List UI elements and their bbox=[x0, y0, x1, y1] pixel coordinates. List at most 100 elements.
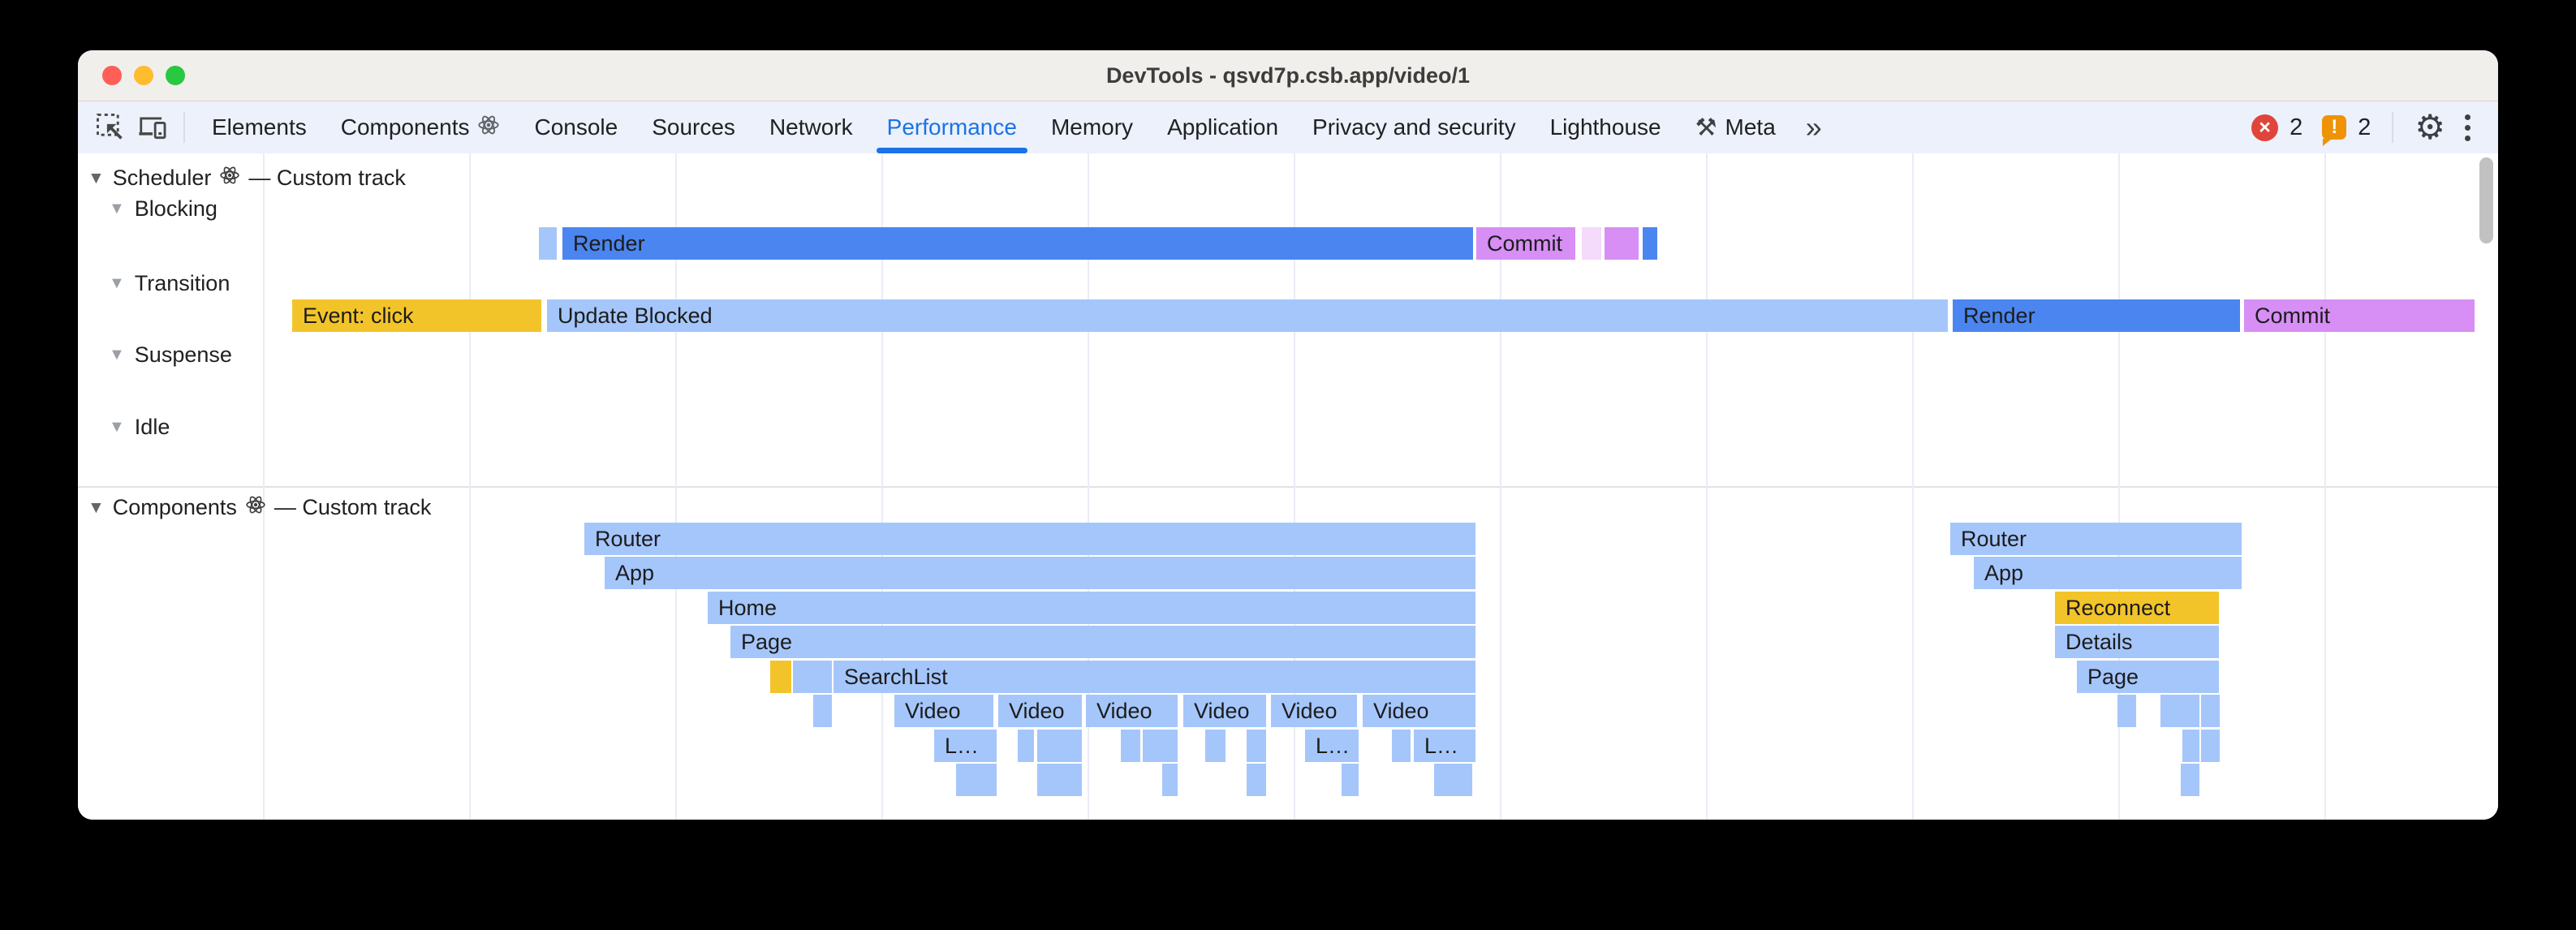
tab-components[interactable]: Components bbox=[324, 101, 518, 153]
flame-bar-segment[interactable] bbox=[770, 661, 791, 693]
flame-bar-router[interactable]: Router bbox=[584, 523, 1475, 555]
flame-bar-render[interactable]: Render bbox=[562, 227, 1473, 260]
flame-bar-page[interactable]: Page bbox=[2077, 661, 2219, 693]
flame-bar-segment[interactable] bbox=[813, 695, 832, 727]
flame-bar-segment[interactable] bbox=[1605, 227, 1639, 260]
track-header-components[interactable]: ▼ Components — Custom track bbox=[88, 494, 431, 521]
console-errors-icon[interactable]: × bbox=[2251, 114, 2279, 141]
lane-blocking[interactable]: ▼ Blocking bbox=[109, 196, 218, 222]
flame-bar-app[interactable]: App bbox=[1974, 557, 2242, 589]
flame-bar-segment[interactable] bbox=[1247, 730, 1266, 762]
flame-bar-segment[interactable] bbox=[1392, 730, 1411, 762]
vertical-scrollbar-thumb[interactable] bbox=[2479, 157, 2493, 243]
flame-bar-video[interactable]: Video bbox=[1271, 695, 1357, 727]
performance-flamechart[interactable]: ▼ Scheduler — Custom track ▼ Components bbox=[78, 153, 2498, 820]
flame-bar-segment[interactable] bbox=[1037, 730, 1082, 762]
gridline bbox=[675, 153, 677, 820]
disclosure-triangle-icon[interactable]: ▼ bbox=[109, 418, 125, 436]
flame-bar-searchlist[interactable]: SearchList bbox=[834, 661, 1475, 693]
settings-gear-icon[interactable]: ⚙ bbox=[2414, 108, 2445, 146]
lane-idle[interactable]: ▼ Idle bbox=[109, 415, 170, 440]
flame-bar-l[interactable]: L… bbox=[1414, 730, 1475, 762]
flame-bar-details[interactable]: Details bbox=[2055, 626, 2219, 658]
flame-bar-segment[interactable] bbox=[1205, 730, 1226, 762]
tab-network[interactable]: Network bbox=[752, 101, 870, 153]
flame-bar-segment[interactable] bbox=[1247, 764, 1266, 796]
tab-sources[interactable]: Sources bbox=[635, 101, 752, 153]
tab-label: Elements bbox=[212, 114, 307, 140]
more-options-menu-icon[interactable] bbox=[2457, 114, 2479, 141]
tab-performance[interactable]: Performance bbox=[870, 101, 1034, 153]
tab-memory[interactable]: Memory bbox=[1034, 101, 1150, 153]
flame-bar-segment[interactable] bbox=[2181, 764, 2199, 796]
flame-bar-segment[interactable] bbox=[1037, 764, 1082, 796]
flame-bar-segment[interactable] bbox=[2201, 695, 2220, 727]
flame-bar-segment[interactable] bbox=[2160, 695, 2199, 727]
tab-application[interactable]: Application bbox=[1150, 101, 1295, 153]
more-tabs-chevron-icon[interactable]: » bbox=[1805, 110, 1822, 144]
toolbar-divider bbox=[183, 112, 185, 143]
flame-bar-video[interactable]: Video bbox=[894, 695, 993, 727]
disclosure-triangle-icon[interactable]: ▼ bbox=[88, 168, 105, 187]
gridline bbox=[1706, 153, 1708, 820]
flame-bar-segment[interactable] bbox=[2201, 730, 2220, 762]
flame-bar-video[interactable]: Video bbox=[1363, 695, 1475, 727]
zoom-window-button[interactable] bbox=[166, 66, 185, 85]
minimize-window-button[interactable] bbox=[134, 66, 153, 85]
tab-label: Privacy and security bbox=[1312, 114, 1516, 140]
flame-bar-video[interactable]: Video bbox=[1183, 695, 1266, 727]
tab-console[interactable]: Console bbox=[517, 101, 635, 153]
flame-bar-home[interactable]: Home bbox=[708, 592, 1475, 624]
flame-bar-segment[interactable] bbox=[1342, 764, 1359, 796]
flame-bar-commit[interactable]: Commit bbox=[1476, 227, 1575, 260]
track-suffix: — Custom track bbox=[274, 495, 432, 519]
flame-bar-video[interactable]: Video bbox=[1086, 695, 1178, 727]
inspect-element-icon[interactable] bbox=[93, 110, 128, 145]
flame-bar-event-click[interactable]: Event: click bbox=[292, 299, 541, 332]
flame-bar-segment[interactable] bbox=[2182, 730, 2199, 762]
gridline bbox=[1912, 153, 1914, 820]
disclosure-triangle-icon[interactable]: ▼ bbox=[109, 346, 125, 364]
console-errors-count[interactable]: 2 bbox=[2290, 114, 2303, 140]
flame-bar-segment[interactable] bbox=[1434, 764, 1472, 796]
flame-bar-l[interactable]: L… bbox=[934, 730, 997, 762]
flame-bar-router[interactable]: Router bbox=[1950, 523, 2242, 555]
console-warnings-count[interactable]: 2 bbox=[2358, 114, 2371, 140]
window-titlebar: DevTools - qsvd7p.csb.app/video/1 bbox=[78, 50, 2498, 101]
device-toolbar-icon[interactable] bbox=[135, 110, 170, 145]
tab-label: Memory bbox=[1050, 114, 1134, 140]
lane-transition[interactable]: ▼ Transition bbox=[109, 271, 230, 296]
flame-bar-segment[interactable] bbox=[1643, 227, 1657, 260]
close-window-button[interactable] bbox=[102, 66, 122, 85]
flame-bar-update-blocked[interactable]: Update Blocked bbox=[547, 299, 1948, 332]
tab-label: Meta bbox=[1725, 114, 1776, 140]
flame-bar-segment[interactable] bbox=[956, 764, 997, 796]
gridline bbox=[469, 153, 471, 820]
track-title: Scheduler bbox=[112, 166, 212, 190]
flame-bar-commit[interactable]: Commit bbox=[2244, 299, 2475, 332]
console-warnings-icon[interactable]: ! bbox=[2322, 115, 2347, 146]
flame-bar-reconnect[interactable]: Reconnect bbox=[2055, 592, 2219, 624]
disclosure-triangle-icon[interactable]: ▼ bbox=[88, 497, 105, 517]
tab-lighthouse[interactable]: Lighthouse bbox=[1533, 101, 1678, 153]
flame-bar-video[interactable]: Video bbox=[998, 695, 1082, 727]
flame-bar-segment[interactable] bbox=[2117, 695, 2136, 727]
flame-bar-page[interactable]: Page bbox=[730, 626, 1475, 658]
flame-bar-segment[interactable] bbox=[1162, 764, 1178, 796]
flame-bar-segment[interactable] bbox=[1143, 730, 1178, 762]
tab-elements[interactable]: Elements bbox=[195, 101, 324, 153]
disclosure-triangle-icon[interactable]: ▼ bbox=[109, 274, 125, 292]
flame-bar-l[interactable]: L… bbox=[1305, 730, 1359, 762]
flame-bar-segment[interactable] bbox=[1018, 730, 1034, 762]
tab-privacy-and-security[interactable]: Privacy and security bbox=[1295, 101, 1533, 153]
disclosure-triangle-icon[interactable]: ▼ bbox=[109, 200, 125, 217]
flame-bar-app[interactable]: App bbox=[605, 557, 1475, 589]
flame-bar-segment[interactable] bbox=[793, 661, 832, 693]
flame-bar-segment[interactable] bbox=[1121, 730, 1140, 762]
tab-meta[interactable]: ⚒ Meta bbox=[1678, 101, 1793, 153]
flame-bar-render[interactable]: Render bbox=[1953, 299, 2240, 332]
flame-bar-segment[interactable] bbox=[539, 227, 557, 260]
flame-bar-segment[interactable] bbox=[1582, 227, 1601, 260]
track-header-scheduler[interactable]: ▼ Scheduler — Custom track bbox=[88, 165, 406, 192]
lane-suspense[interactable]: ▼ Suspense bbox=[109, 342, 232, 368]
